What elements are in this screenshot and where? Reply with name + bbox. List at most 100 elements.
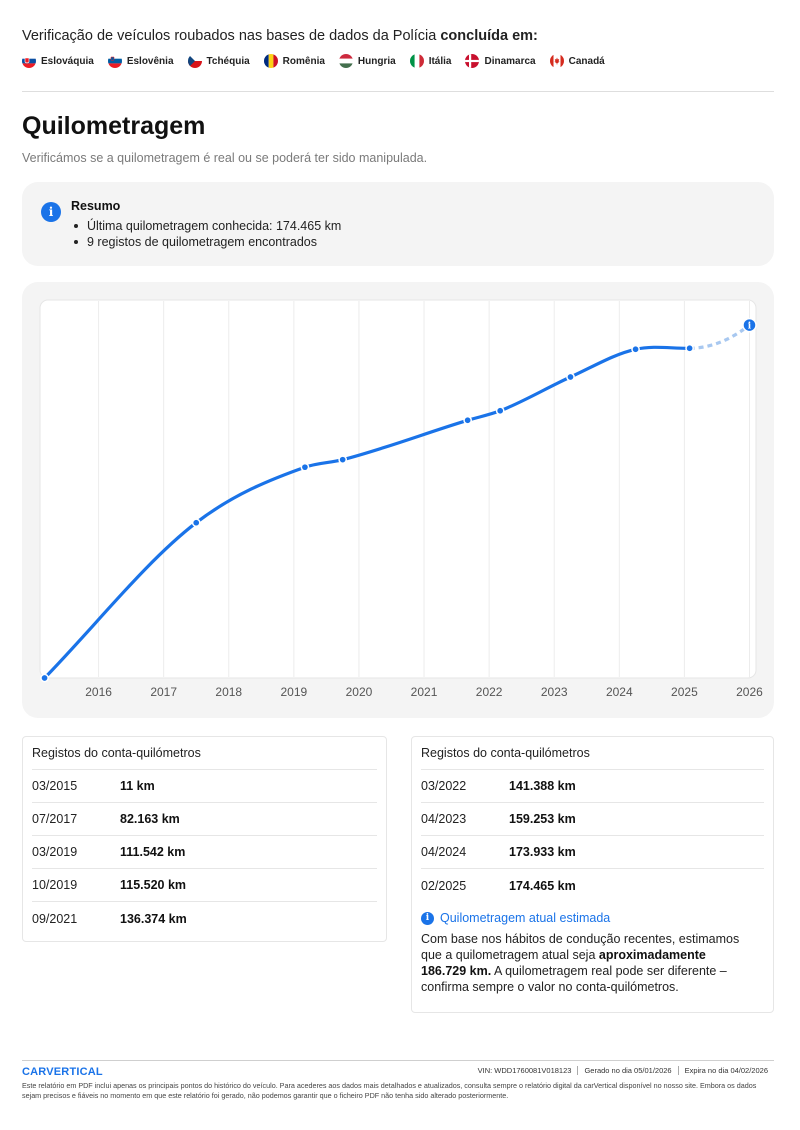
country-czechia: Tchéquia (187, 54, 250, 68)
plot-area (39, 299, 757, 679)
page-title: Quilometragem (22, 112, 206, 140)
slovakia-flag-icon (22, 54, 36, 68)
country-label: Hungria (357, 55, 396, 67)
x-tick-label: 2020 (346, 685, 373, 699)
record-date: 10/2019 (32, 878, 78, 892)
country-label: Eslováquia (41, 55, 94, 67)
data-point (338, 455, 348, 465)
records-title: Registos do conta-quilómetros (421, 746, 590, 760)
carvertical-logo: CARVERTICAL (22, 1066, 103, 1078)
vin-text: VIN: WDD1760081V018123 (477, 1066, 572, 1075)
data-point (40, 673, 49, 683)
summary-box: i Resumo Última quilometragem conhecida:… (22, 182, 774, 266)
table-row: 09/2021 136.374 km (32, 902, 377, 935)
record-date: 03/2015 (32, 779, 78, 793)
estimate-text-2: A quilometragem real pode ser diferente … (421, 964, 727, 994)
table-row: 03/2019 111.542 km (32, 836, 377, 869)
romania-flag-icon (263, 54, 278, 68)
mileage-chart: 2016 2017 2018 2019 2020 2021 2022 2023 2024 2025… (39, 299, 763, 699)
data-point (191, 518, 201, 528)
table-row: 10/2019 115.520 km (32, 869, 377, 902)
data-point (685, 343, 694, 353)
summary-item: 9 registos de quilometragem encontrados (71, 234, 341, 250)
report-meta: VIN: WDD1760081V018123 Gerado no dia 05/… (472, 1066, 774, 1075)
x-tick-label: 2023 (541, 685, 568, 699)
country-label: Canadá (568, 55, 605, 67)
country-label: Dinamarca (484, 55, 536, 67)
record-value: 136.374 km (120, 911, 187, 926)
summary-item: Última quilometragem conhecida: 174.465 … (71, 218, 341, 234)
x-tick-label: 2026 (736, 685, 763, 699)
estimate-block: i Quilometragem atual estimada Com base … (421, 911, 753, 995)
odometer-records-right: Registos do conta-quilómetros 03/2022 141… (411, 736, 774, 1013)
country-slovenia: Eslovênia (107, 54, 174, 68)
record-value: 174.465 km (509, 878, 576, 893)
stolen-check-title-prefix: Verificação de veículos roubados nas bas… (22, 28, 441, 44)
data-point (300, 462, 310, 472)
record-value: 115.520 km (120, 878, 187, 892)
country-italy: Itália (409, 54, 451, 68)
record-date: 03/2022 (421, 779, 467, 793)
disclaimer: Este relatório em PDF inclui apenas os p… (22, 1081, 757, 1100)
record-value: 111.542 km (120, 845, 186, 859)
info-icon: i (421, 911, 434, 925)
italy-flag-icon (409, 54, 424, 68)
country-denmark: Dinamarca (465, 54, 536, 68)
stolen-check-title-bold: concluída em: (440, 28, 538, 44)
table-row: 02/2025 174.465 km (421, 869, 764, 902)
header-divider (22, 91, 774, 92)
data-point (631, 344, 640, 354)
x-tick-label: 2025 (671, 685, 698, 699)
estimate-heading: i Quilometragem atual estimada (421, 911, 753, 925)
footer-divider (22, 1060, 774, 1061)
record-date: 04/2024 (421, 845, 467, 859)
data-point (463, 415, 472, 425)
x-tick-label: 2017 (150, 685, 177, 699)
estimate-info-icon: i (748, 321, 752, 331)
record-value: 173.933 km (509, 845, 576, 859)
table-row: 07/2017 82.163 km (32, 803, 377, 836)
x-tick-label: 2021 (411, 685, 438, 699)
estimate-point (742, 317, 757, 333)
x-tick-label: 2022 (476, 685, 503, 699)
record-value: 82.163 km (120, 812, 180, 826)
x-tick-label: 2024 (606, 685, 633, 699)
mileage-chart-panel: 2016 2017 2018 2019 2020 2021 2022 2023 2024 2025… (22, 282, 774, 718)
estimate-text: Com base nos hábitos de condução recente… (421, 931, 753, 995)
record-value: 159.253 km (509, 812, 576, 826)
records-list: 03/2015 11 km 07/2017 82.163 km 03/2019 111… (32, 770, 377, 935)
summary-list: Última quilometragem conhecida: 174.465 … (71, 218, 341, 250)
table-row: 04/2023 159.253 km (421, 803, 764, 836)
canada-flag-icon (549, 54, 564, 68)
record-date: 07/2017 (32, 812, 78, 826)
data-point (495, 406, 505, 416)
table-row: 03/2022 141.388 km (421, 770, 764, 803)
czechia-flag-icon (187, 54, 202, 68)
expiry-date: Expira no dia 04/02/2026 (677, 1066, 774, 1075)
record-value: 141.388 km (509, 779, 576, 793)
data-point (566, 372, 575, 382)
table-row: 03/2015 11 km (32, 770, 377, 803)
country-canada: Canadá (549, 54, 605, 68)
country-slovakia: Eslováquia (22, 54, 94, 68)
country-romania: Romênia (263, 54, 325, 68)
stolen-check-header: Verificação de veículos roubados nas bas… (22, 28, 782, 68)
country-hungary: Hungria (338, 54, 396, 68)
record-date: 02/2025 (421, 878, 467, 893)
slovenia-flag-icon (107, 54, 122, 68)
country-flags: Eslováquia Eslovênia Tchéquia Romênia Hu… (22, 54, 782, 68)
page-subtitle: Verificámos se a quilometragem é real ou… (22, 151, 428, 165)
logo-part-1: CAR (22, 1066, 47, 1078)
records-divider (421, 769, 764, 770)
logo-part-2: VERTICAL (46, 1066, 103, 1078)
record-value: 11 km (120, 779, 155, 793)
estimate-text-1: Com base nos hábitos de condução recente… (421, 932, 740, 962)
estimate-title: Quilometragem atual estimada (440, 911, 611, 925)
summary-title: Resumo (71, 199, 121, 213)
x-tick-label: 2019 (281, 685, 308, 699)
stolen-check-title: Verificação de veículos roubados nas bas… (22, 28, 782, 44)
generated-date: Gerado no dia 05/01/2026 (577, 1066, 677, 1075)
record-date: 04/2023 (421, 812, 467, 826)
hungary-flag-icon (338, 54, 353, 68)
records-title: Registos do conta-quilómetros (32, 746, 201, 760)
